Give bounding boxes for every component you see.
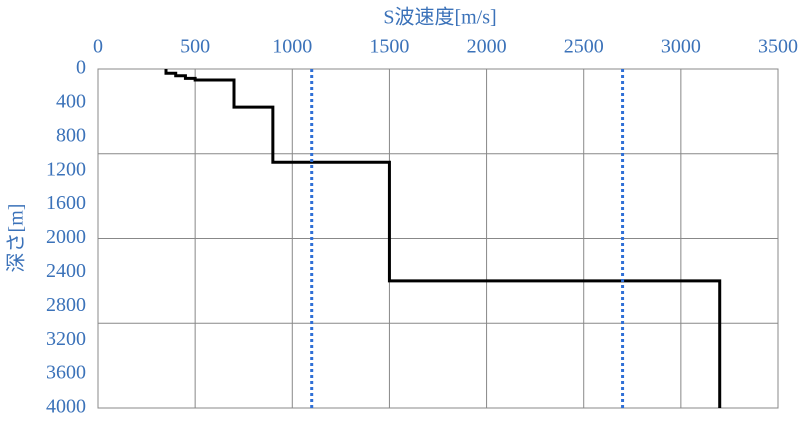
- y-tick-label: 2800: [46, 294, 86, 316]
- x-tick-label: 1500: [369, 36, 409, 58]
- x-tick-label: 3000: [661, 36, 701, 58]
- y-tick-label: 2000: [46, 226, 86, 248]
- y-tick-label: 2400: [46, 260, 86, 282]
- x-tick-label: 2000: [467, 36, 507, 58]
- y-tick-label: 0: [76, 57, 86, 79]
- y-tick-label: 3200: [46, 328, 86, 350]
- y-tick-label: 3600: [46, 362, 86, 384]
- y-tick-label: 1200: [46, 158, 86, 180]
- y-tick-label: 1600: [46, 192, 86, 214]
- x-axis-title: S波速度[m/s]: [383, 6, 496, 29]
- plot-border: [97, 68, 779, 409]
- x-tick-label: 0: [93, 36, 103, 58]
- y-tick-label: 400: [56, 90, 86, 112]
- x-tick-label: 500: [180, 36, 210, 58]
- x-tick-label: 3500: [758, 36, 798, 58]
- y-axis-title: 深さ[m]: [5, 204, 28, 273]
- y-tick-label: 4000: [46, 396, 86, 418]
- x-tick-label: 1000: [272, 36, 312, 58]
- y-tick-label: 800: [56, 124, 86, 146]
- profile-line: [164, 69, 722, 408]
- x-tick-label: 2500: [564, 36, 604, 58]
